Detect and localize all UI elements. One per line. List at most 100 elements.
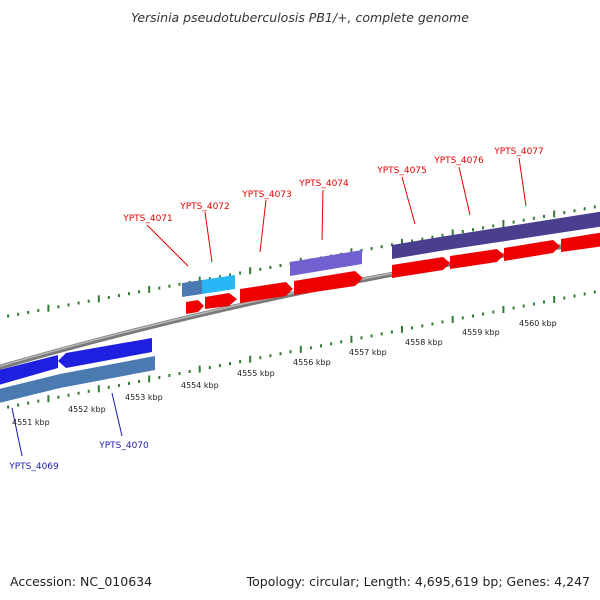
minor-tick [17, 312, 20, 316]
major-tick [350, 335, 353, 343]
major-tick [249, 267, 252, 275]
minor-tick [411, 239, 414, 243]
minor-tick [522, 304, 525, 308]
gene-label-YPTS_4077[interactable]: YPTS_4077 [493, 147, 544, 157]
minor-tick [461, 316, 464, 320]
minor-tick [573, 209, 576, 213]
minor-tick [522, 218, 525, 222]
minor-tick [168, 284, 171, 288]
major-tick [502, 306, 505, 313]
minor-tick [128, 292, 130, 296]
genome-summary-text: Topology: circular; Length: 4,695,619 bp… [246, 574, 590, 589]
minor-tick [77, 391, 80, 395]
minor-tick [360, 336, 363, 340]
minor-tick [37, 309, 40, 312]
minor-tick [158, 286, 161, 290]
minor-tick [563, 296, 566, 300]
minor-tick [218, 275, 221, 279]
cds-YPTS_4076-YPTS_4077-upper[interactable] [446, 211, 600, 250]
minor-tick [117, 294, 120, 298]
major-tick [97, 295, 100, 303]
minor-tick [421, 324, 424, 328]
gene-labels: YPTS_4069 YPTS_4070 YPTS_4071 YPTS_4072 … [8, 147, 544, 472]
minor-tick [441, 233, 444, 237]
cds-YPTS_4071[interactable] [186, 300, 204, 314]
kbp-scale: 4551 kbp 4552 kbp 4553 kbp 4554 kbp 4555… [12, 319, 557, 427]
cds-YPTS_4071-upper[interactable] [182, 280, 202, 297]
map-title: Yersinia pseudotuberculosis PB1/+, compl… [131, 10, 469, 25]
gene-label-YPTS_4074[interactable]: YPTS_4074 [298, 179, 349, 189]
minor-tick [128, 381, 130, 385]
minor-tick [512, 220, 515, 224]
cds-YPTS_4076[interactable] [450, 249, 504, 269]
major-tick [451, 315, 454, 323]
kbp-label: 4559 kbp [462, 328, 500, 337]
minor-tick [269, 265, 272, 269]
cds-YPTS_4070-lower[interactable] [60, 356, 155, 388]
gene-label-YPTS_4070[interactable]: YPTS_4070 [98, 441, 149, 451]
minor-tick [482, 312, 485, 316]
minor-tick [117, 383, 120, 387]
cds-YPTS_4075-upper[interactable] [392, 236, 446, 259]
major-tick [47, 304, 50, 312]
minor-tick [229, 273, 231, 277]
minor-tick [370, 334, 373, 338]
minor-tick [229, 362, 231, 366]
minor-tick [279, 352, 282, 356]
minor-tick [421, 237, 424, 241]
major-tick [401, 325, 403, 333]
cds-YPTS_4072-upper[interactable] [202, 275, 235, 294]
gene-label-YPTS_4075[interactable]: YPTS_4075 [376, 166, 427, 176]
accession-text: Accession: NC_010634 [10, 574, 152, 589]
minor-tick [239, 360, 242, 364]
minor-tick [330, 342, 333, 346]
major-tick [249, 355, 252, 363]
minor-tick [138, 379, 141, 383]
cds-YPTS_4074[interactable] [294, 271, 363, 295]
minor-tick [441, 320, 444, 324]
minor-tick [77, 301, 80, 305]
major-tick [401, 238, 403, 246]
minor-tick [279, 264, 282, 267]
cds-YPTS_4069-lower[interactable] [0, 374, 60, 404]
gene-label-YPTS_4072[interactable]: YPTS_4072 [179, 202, 230, 212]
gene-label-YPTS_4076[interactable]: YPTS_4076 [433, 156, 484, 166]
major-tick [47, 395, 50, 403]
minor-tick [27, 310, 30, 314]
major-tick [148, 375, 151, 383]
gene-label-YPTS_4069[interactable]: YPTS_4069 [8, 462, 59, 472]
minor-tick [168, 374, 171, 377]
gene-label-YPTS_4073[interactable]: YPTS_4073 [241, 190, 292, 200]
minor-tick [107, 385, 110, 389]
minor-tick [532, 302, 535, 306]
kbp-label: 4557 kbp [349, 348, 387, 357]
cds-next-forward[interactable] [561, 232, 600, 252]
gene-label-YPTS_4071[interactable]: YPTS_4071 [122, 214, 173, 224]
cds-YPTS_4075[interactable] [392, 257, 450, 278]
minor-tick [27, 401, 30, 405]
minor-tick [107, 295, 110, 299]
cds-YPTS_4074-upper[interactable] [290, 250, 362, 276]
minor-tick [532, 216, 535, 220]
minor-tick [543, 300, 545, 304]
cds-YPTS_4070-upper[interactable] [58, 338, 152, 368]
cds-YPTS_4069-upper[interactable] [0, 355, 58, 386]
cds-YPTS_4073[interactable] [240, 282, 293, 303]
kbp-label: 4553 kbp [125, 393, 163, 402]
minor-tick [178, 282, 181, 286]
minor-tick [492, 224, 495, 228]
major-tick [451, 229, 454, 237]
minor-tick [178, 372, 181, 375]
minor-tick [87, 389, 90, 393]
minor-tick [239, 271, 242, 275]
minor-tick [380, 245, 383, 249]
kbp-label: 4560 kbp [519, 319, 557, 328]
reverse-strand-features [0, 338, 155, 404]
cds-YPTS_4072[interactable] [205, 293, 237, 309]
minor-tick [37, 399, 40, 403]
kbp-label: 4556 kbp [293, 358, 331, 367]
major-tick [553, 296, 556, 303]
cds-YPTS_4077[interactable] [504, 240, 560, 261]
minor-tick [380, 332, 383, 336]
